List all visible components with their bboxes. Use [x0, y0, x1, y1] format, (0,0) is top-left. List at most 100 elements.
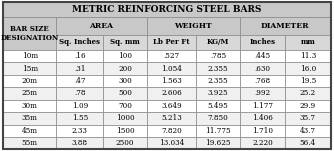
Text: 3.925: 3.925 — [208, 89, 228, 97]
Text: 20m: 20m — [22, 77, 38, 85]
Bar — [240, 17, 331, 35]
Text: 11.775: 11.775 — [205, 127, 231, 135]
Bar — [147, 125, 196, 137]
Text: 25.2: 25.2 — [300, 89, 316, 97]
Bar — [196, 137, 240, 149]
Text: 1.09: 1.09 — [71, 102, 88, 110]
Text: Lb Per Ft: Lb Per Ft — [153, 38, 190, 46]
Bar — [3, 137, 56, 149]
Text: 7.850: 7.850 — [207, 114, 228, 122]
Bar — [240, 87, 285, 100]
Text: 2.33: 2.33 — [72, 127, 88, 135]
Text: 55m: 55m — [22, 139, 38, 147]
Text: .527: .527 — [163, 52, 180, 60]
Text: 11.3: 11.3 — [300, 52, 316, 60]
Bar — [147, 17, 240, 35]
Text: KG/M: KG/M — [207, 38, 229, 46]
Text: 56.4: 56.4 — [300, 139, 316, 147]
Text: WEIGHT: WEIGHT — [174, 22, 212, 30]
Bar — [285, 137, 331, 149]
Bar — [285, 62, 331, 75]
Bar — [103, 75, 147, 87]
Text: 25m: 25m — [22, 89, 38, 97]
Text: 2.220: 2.220 — [252, 139, 273, 147]
Text: mm: mm — [301, 38, 315, 46]
Text: 19.625: 19.625 — [205, 139, 231, 147]
Bar — [196, 35, 240, 50]
Text: 1.563: 1.563 — [161, 77, 182, 85]
Bar — [240, 100, 285, 112]
Text: 15m: 15m — [22, 64, 38, 72]
Bar — [56, 17, 147, 35]
Bar — [56, 112, 103, 125]
Text: 16.0: 16.0 — [300, 64, 316, 72]
Text: 500: 500 — [118, 89, 132, 97]
Text: 3.88: 3.88 — [72, 139, 88, 147]
Text: 10m: 10m — [22, 52, 38, 60]
Bar — [285, 112, 331, 125]
Text: 100: 100 — [118, 52, 132, 60]
Text: 200: 200 — [118, 64, 132, 72]
Bar — [103, 137, 147, 149]
Text: 19.5: 19.5 — [300, 77, 316, 85]
Bar — [56, 35, 103, 50]
Text: 45m: 45m — [22, 127, 38, 135]
Text: 13.034: 13.034 — [159, 139, 184, 147]
Text: BAR SIZE
DESIGNATION: BAR SIZE DESIGNATION — [1, 25, 59, 42]
Bar — [147, 100, 196, 112]
Bar — [285, 125, 331, 137]
Bar — [3, 75, 56, 87]
Bar — [240, 112, 285, 125]
Bar — [103, 62, 147, 75]
Bar — [103, 87, 147, 100]
Bar — [3, 100, 56, 112]
Bar — [147, 75, 196, 87]
Bar — [56, 50, 103, 62]
Bar — [285, 35, 331, 50]
Bar — [3, 125, 56, 137]
Bar — [196, 100, 240, 112]
Bar — [240, 62, 285, 75]
Text: 1500: 1500 — [116, 127, 135, 135]
Bar — [196, 125, 240, 137]
Bar — [147, 87, 196, 100]
Text: 1.054: 1.054 — [161, 64, 182, 72]
Text: 300: 300 — [118, 77, 132, 85]
Text: 2.355: 2.355 — [208, 64, 228, 72]
Text: 5.213: 5.213 — [161, 114, 182, 122]
Bar — [103, 125, 147, 137]
Bar — [240, 50, 285, 62]
Text: .768: .768 — [255, 77, 271, 85]
Text: 1.55: 1.55 — [71, 114, 88, 122]
Bar — [56, 75, 103, 87]
Bar — [103, 50, 147, 62]
Bar — [196, 75, 240, 87]
Text: 5.495: 5.495 — [207, 102, 228, 110]
Text: 29.9: 29.9 — [300, 102, 316, 110]
Text: 1.710: 1.710 — [252, 127, 273, 135]
Bar — [240, 75, 285, 87]
Bar — [147, 62, 196, 75]
Text: 30m: 30m — [22, 102, 38, 110]
Text: Sq. mm: Sq. mm — [110, 38, 140, 46]
Text: 1.406: 1.406 — [252, 114, 273, 122]
Bar — [3, 62, 56, 75]
Text: 35m: 35m — [22, 114, 38, 122]
Text: Inches: Inches — [249, 38, 276, 46]
Bar — [240, 125, 285, 137]
Bar — [147, 50, 196, 62]
Text: .31: .31 — [74, 64, 86, 72]
Bar — [285, 100, 331, 112]
Text: 43.7: 43.7 — [300, 127, 316, 135]
Bar — [240, 137, 285, 149]
Text: DIAMETER: DIAMETER — [261, 22, 309, 30]
Text: .630: .630 — [255, 64, 271, 72]
Bar — [196, 50, 240, 62]
Bar — [56, 125, 103, 137]
Bar — [103, 35, 147, 50]
Bar — [147, 112, 196, 125]
Text: .47: .47 — [74, 77, 86, 85]
Bar — [56, 137, 103, 149]
Text: .445: .445 — [255, 52, 271, 60]
Text: 3.649: 3.649 — [161, 102, 182, 110]
